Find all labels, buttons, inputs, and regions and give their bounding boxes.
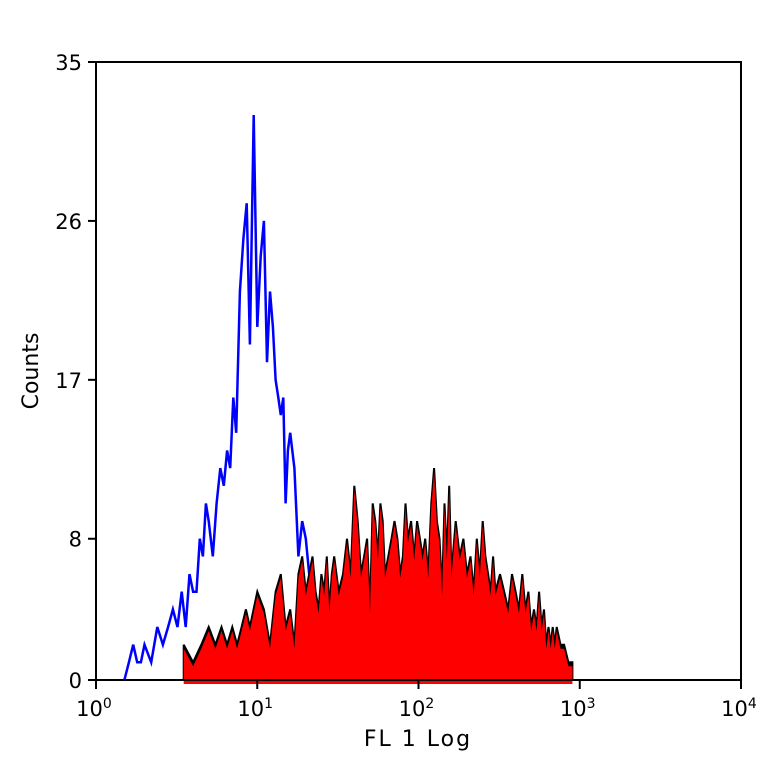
y-tick-label: 26 bbox=[55, 210, 82, 234]
y-tick-label: 17 bbox=[55, 369, 82, 393]
x-tick-label: 101 bbox=[237, 696, 273, 721]
series-layer bbox=[123, 114, 574, 684]
series-1-filled-area bbox=[183, 472, 573, 684]
axis-layer: 0 8 17 26 35 100 101 102 103 104 bbox=[55, 51, 757, 721]
y-tick-label: 35 bbox=[55, 51, 82, 75]
y-axis-label: Counts bbox=[19, 333, 44, 410]
y-tick-label: 8 bbox=[69, 528, 82, 552]
x-tick-label: 102 bbox=[399, 696, 435, 721]
x-tick-label: 100 bbox=[76, 696, 112, 721]
x-axis-label: FL 1 Log bbox=[364, 727, 472, 752]
x-tick-label: 104 bbox=[721, 696, 757, 721]
series-0-line bbox=[123, 114, 323, 681]
y-tick-label: 0 bbox=[69, 669, 82, 693]
x-tick-label: 103 bbox=[560, 696, 596, 721]
